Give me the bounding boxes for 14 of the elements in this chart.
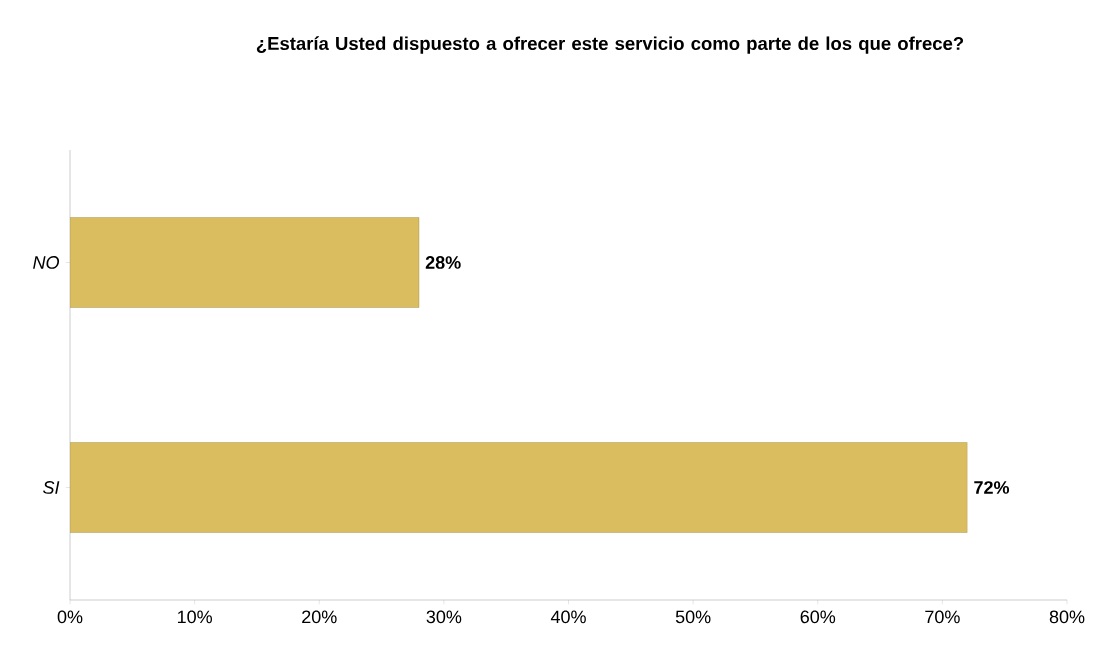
x-tick-label: 30%: [426, 610, 462, 624]
data-label: 72%: [974, 481, 1010, 494]
y-tick-label: NO: [33, 256, 60, 269]
x-tick-label: 80%: [1049, 610, 1085, 624]
x-tick-label: 20%: [302, 610, 337, 624]
x-tick-label: 0%: [57, 610, 83, 624]
y-tick-label: SI: [43, 481, 60, 494]
x-tick-label: 60%: [800, 610, 836, 624]
x-tick-label: 10%: [177, 610, 212, 624]
x-tick-label: 70%: [925, 610, 960, 624]
chart-title: ¿Estaría Usted dispuesto a ofrecer este servicio como parte de los que ofrece?: [256, 36, 964, 54]
x-tick-label: 40%: [550, 610, 586, 624]
data-label: 28%: [425, 256, 461, 269]
x-tick-label: 50%: [675, 610, 711, 624]
